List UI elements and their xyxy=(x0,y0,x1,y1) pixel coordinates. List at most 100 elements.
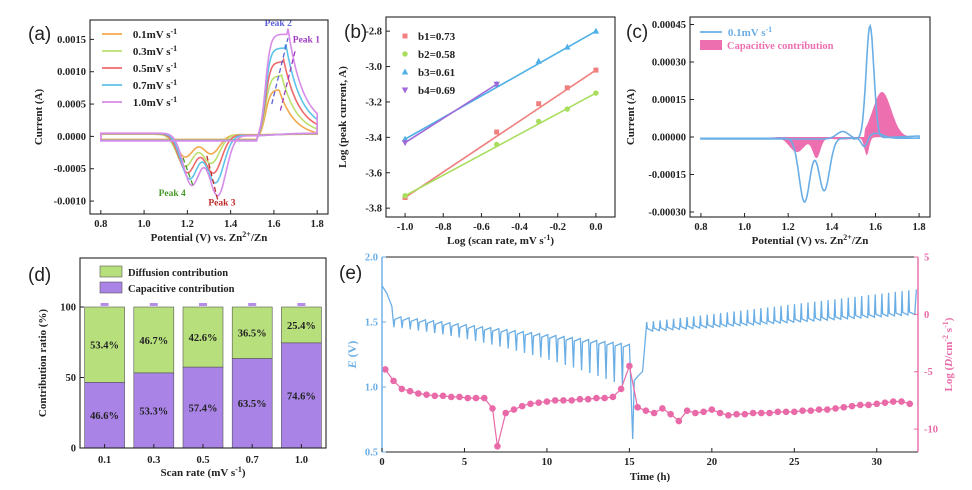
x-tick-label: 0.1 xyxy=(98,455,111,466)
bar-capacitive xyxy=(84,381,125,449)
legend-entry: b3=0.61 xyxy=(418,67,455,79)
x-tick-label: 30 xyxy=(872,457,883,468)
panel-label: (c) xyxy=(626,22,648,43)
label-part: /Zn xyxy=(250,232,268,244)
diffusion-point xyxy=(502,409,509,417)
data-point xyxy=(564,85,570,91)
data-point xyxy=(493,81,500,88)
panel-label: (e) xyxy=(339,263,362,284)
diffusion-point xyxy=(431,392,439,400)
diffusion-point xyxy=(472,394,480,402)
capacitive-area xyxy=(700,92,920,137)
label-part: -1 xyxy=(235,465,242,474)
x-tick-label: 1.6 xyxy=(869,222,882,233)
diffusion-point xyxy=(683,407,691,415)
label-part: /cm xyxy=(943,342,955,360)
diffusion-point xyxy=(480,394,488,402)
y-axis-label: E (V) xyxy=(345,341,359,370)
diffusion-point xyxy=(716,409,724,417)
label-part: E xyxy=(345,360,359,369)
label-part: 0.5mV s xyxy=(133,63,171,75)
data-point xyxy=(493,141,500,148)
diffusion-point xyxy=(398,385,406,393)
diffusion-point xyxy=(823,406,831,413)
legend-entry: Capacitive contribution xyxy=(128,284,235,295)
panel-label: (a) xyxy=(28,24,51,45)
diffusion-point xyxy=(749,409,757,417)
plot-frame-a xyxy=(89,19,329,215)
data-label: 74.6% xyxy=(287,391,316,402)
y-tick-label: 1.5 xyxy=(365,318,378,329)
diffusion-point xyxy=(865,401,872,409)
bar-capacitive xyxy=(231,358,273,449)
data-point xyxy=(564,43,571,50)
x-tick-label: 1.0 xyxy=(295,455,308,466)
bar-diffusion xyxy=(182,306,224,368)
label-part: /Zn xyxy=(851,235,869,247)
fit-line xyxy=(404,69,597,199)
peak-guide-line xyxy=(271,37,289,105)
legend-entry: b4=0.69 xyxy=(418,85,456,97)
diffusion-point xyxy=(634,403,641,411)
x-tick-label: 1.4 xyxy=(224,219,238,230)
data-point xyxy=(564,106,570,112)
data-point xyxy=(535,57,542,64)
x-tick-label: 0.8 xyxy=(94,219,107,230)
y2-tick-label: -10 xyxy=(924,425,938,436)
diffusion-point xyxy=(856,401,864,409)
label-part: D xyxy=(943,359,955,368)
label-part: 0.3mV s xyxy=(133,46,171,58)
diffusion-point xyxy=(489,405,496,412)
x-tick-label: 0.3 xyxy=(147,455,160,466)
x-tick-label: 1.8 xyxy=(311,219,324,230)
y-tick-label: 0.5 xyxy=(365,448,378,459)
bar-diffusion xyxy=(281,306,322,344)
bar-diffusion xyxy=(84,306,125,383)
y-axis-label: Current (A) xyxy=(625,89,637,146)
y2-axis-label: Log (D/cm-2 s-1) xyxy=(941,317,956,391)
legend-entry: 0.3mV s-1 xyxy=(133,44,177,59)
diffusion-point xyxy=(898,398,905,405)
cv-curve xyxy=(100,28,318,197)
diffusion-point xyxy=(510,406,518,413)
label-part: 0.1mV s xyxy=(728,27,766,39)
cv-curve xyxy=(700,23,920,203)
diffusion-point xyxy=(551,397,559,404)
legend-entry: Capacitive contribution xyxy=(727,41,834,52)
x-tick-label: -0.2 xyxy=(549,222,566,233)
diffusion-point xyxy=(527,400,534,408)
y-tick-label: -0.0005 xyxy=(54,164,86,175)
diffusion-point xyxy=(700,408,707,416)
legend-swatch xyxy=(401,68,409,75)
y-tick-label: -3.6 xyxy=(365,168,382,179)
legend-swatch xyxy=(402,51,408,57)
y-axis-label: Current (A) xyxy=(33,89,45,146)
legend-swatch xyxy=(700,40,722,50)
y-tick-label: 2.0 xyxy=(365,253,378,264)
diffusion-point xyxy=(799,407,806,415)
data-point xyxy=(593,90,599,96)
peak-guide-line xyxy=(279,48,297,111)
peak-annotation: Peak 4 xyxy=(159,189,186,199)
diffusion-point xyxy=(840,403,848,411)
y2-tick-label: 0 xyxy=(924,310,929,321)
label-part: -1 xyxy=(544,233,551,242)
diffusion-point xyxy=(642,407,650,415)
label-part: ) xyxy=(242,467,246,479)
x-tick-label: 10 xyxy=(542,457,553,468)
data-label: 46.7% xyxy=(139,336,168,347)
label-part: Potential (V) vs. Zn xyxy=(752,235,844,247)
diffusion-point xyxy=(494,442,501,450)
legend-entry: 0.1mV s-1 xyxy=(133,27,177,42)
label-part: Log (scan rate, mV s xyxy=(447,235,544,247)
legend-entry: 0.7mV s-1 xyxy=(133,78,177,93)
x-tick-label: 25 xyxy=(789,457,800,468)
legend-swatch xyxy=(402,33,408,39)
legend-swatch xyxy=(401,87,409,94)
label-part: 2+ xyxy=(242,230,251,239)
legend-entry: 1.0mV s-1 xyxy=(133,95,177,110)
diffusion-point xyxy=(576,395,584,403)
y2-tick-label: -5 xyxy=(924,367,933,378)
diffusion-line xyxy=(384,363,910,447)
peak-annotation: Peak 2 xyxy=(265,19,292,29)
